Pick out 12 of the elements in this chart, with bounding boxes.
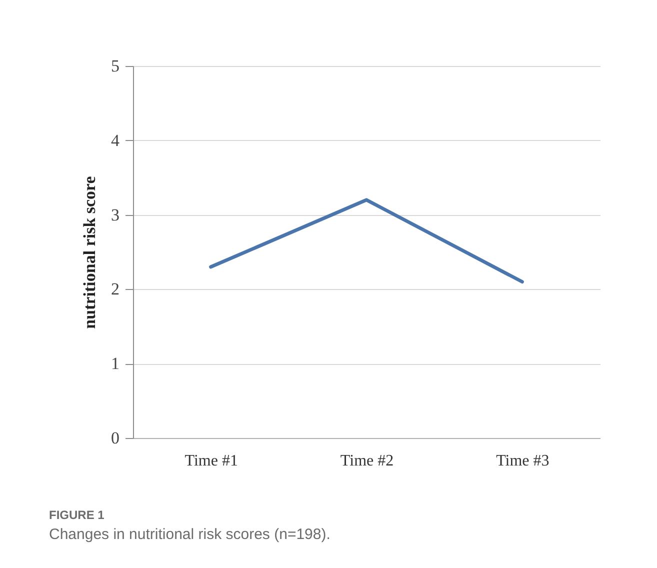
text: Changes in nutritional risk scores (n=198). bbox=[49, 526, 330, 543]
x-tick-label: Time #1 bbox=[184, 452, 238, 470]
caption: FIGURE 1 bbox=[49, 508, 106, 522]
y-axis-title: nutritional risk score bbox=[80, 176, 99, 329]
y-tick-label: 2 bbox=[111, 280, 120, 299]
x-tick-label: Time #2 bbox=[340, 452, 394, 470]
x-tick-label: Time #3 bbox=[496, 452, 550, 470]
y-tick-label: 3 bbox=[111, 205, 120, 224]
y-tick-label: 5 bbox=[111, 56, 120, 76]
y-tick-label: 4 bbox=[111, 130, 120, 150]
y-tick-label: 0 bbox=[111, 428, 120, 448]
y-tick-label: 1 bbox=[111, 354, 120, 374]
